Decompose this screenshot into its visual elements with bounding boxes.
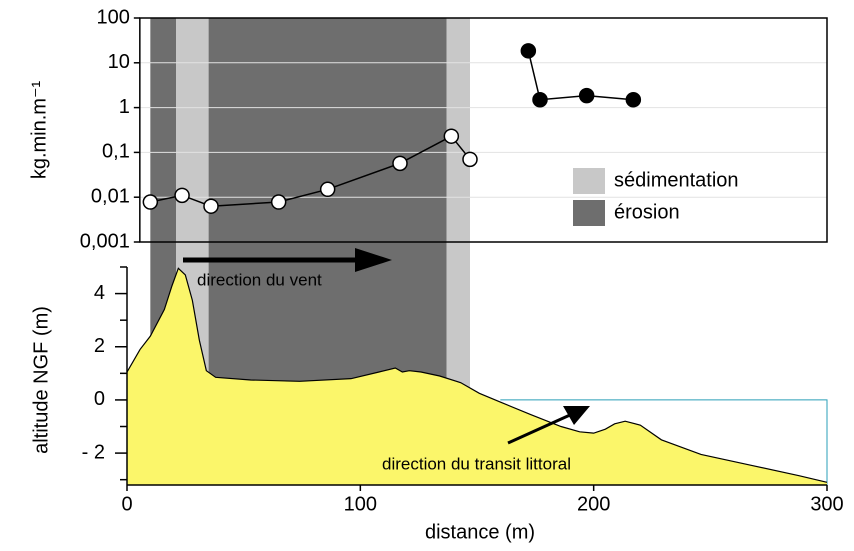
point xyxy=(174,187,190,204)
point xyxy=(520,43,537,59)
point xyxy=(142,194,159,210)
y-tick-label: 4 xyxy=(94,282,105,304)
point xyxy=(462,151,478,168)
y-axis-title: altitude NGF (m) xyxy=(30,306,52,454)
transit-arrow-head xyxy=(563,406,590,425)
point xyxy=(443,128,460,144)
x-tick-label: 0 xyxy=(121,493,132,515)
x-axis-title: distance (m) xyxy=(425,521,535,543)
y-tick-label: - 2 xyxy=(82,441,105,463)
y-tick-label: 100 xyxy=(96,6,129,28)
sea-level xyxy=(500,399,828,485)
y-tick-label: 0,1 xyxy=(102,141,130,163)
annotation: direction du vent xyxy=(197,270,322,289)
annotation: direction du transit littoral xyxy=(382,454,571,473)
wind-arrow-head xyxy=(355,248,392,272)
y-tick-label: 1 xyxy=(119,96,130,118)
y-tick-label: 0,01 xyxy=(91,185,130,207)
x-tick-label: 100 xyxy=(344,493,377,515)
x-tick-label: 200 xyxy=(577,493,610,515)
area xyxy=(127,268,827,485)
legend-swatch xyxy=(573,200,605,226)
point xyxy=(270,194,287,210)
point xyxy=(625,91,642,108)
legend-swatch xyxy=(573,168,605,194)
point xyxy=(319,181,336,198)
y-tick-label: 0 xyxy=(94,388,105,410)
y-tick-label: 0,001 xyxy=(80,230,130,252)
y-tick-label: 10 xyxy=(108,51,130,73)
area-outline xyxy=(126,267,828,483)
legend-label: sédimentation xyxy=(614,169,739,191)
plot-frame xyxy=(139,17,828,243)
series-line xyxy=(527,50,634,101)
y-axis-title: kg.min.m⁻¹ xyxy=(28,80,50,179)
y-tick-label: 2 xyxy=(94,335,105,357)
x-tick-label: 300 xyxy=(810,493,843,515)
plot: 100 10 1 0,1 0,01 0,001 sédimentation érosion 4 2… xyxy=(80,6,844,515)
transit-arrow xyxy=(507,413,571,445)
point xyxy=(203,198,219,214)
point xyxy=(578,87,595,104)
legend-label: érosion xyxy=(614,201,680,223)
point xyxy=(532,91,548,108)
point xyxy=(392,155,408,172)
